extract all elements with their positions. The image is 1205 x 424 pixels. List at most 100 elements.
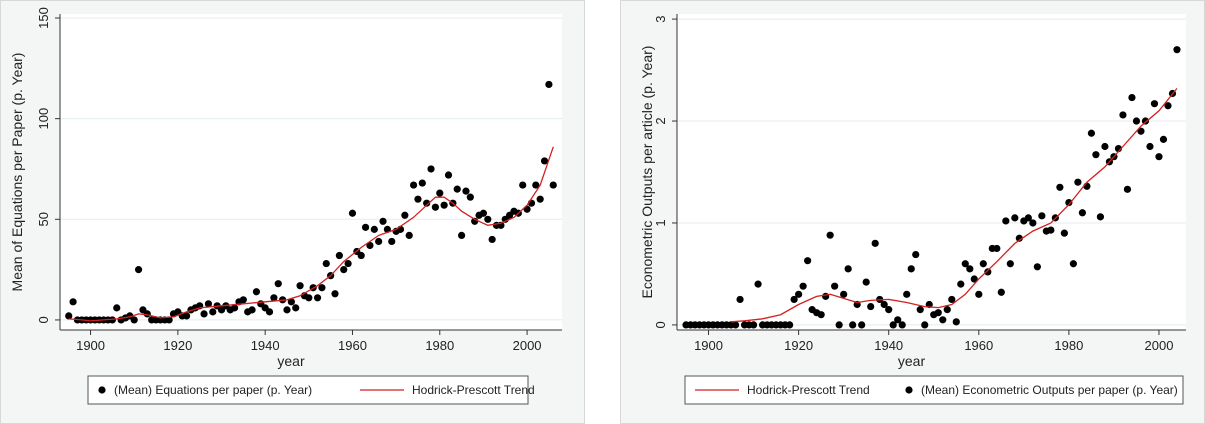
data-point xyxy=(1056,183,1064,191)
data-point xyxy=(375,237,383,246)
data-point xyxy=(1123,185,1132,193)
legend: Hodrick-Prescott Trend (Mean) Econometric… xyxy=(684,375,1184,405)
data-point xyxy=(858,321,866,329)
data-point xyxy=(1047,226,1055,234)
data-point xyxy=(248,306,256,314)
data-point xyxy=(252,288,261,296)
data-point xyxy=(182,312,191,320)
data-point xyxy=(849,321,857,329)
data-point xyxy=(165,316,173,324)
data-point xyxy=(423,199,431,207)
y-tick-label: 0 xyxy=(36,316,51,323)
data-point xyxy=(1146,142,1154,151)
data-point xyxy=(436,189,444,197)
data-point xyxy=(826,231,834,239)
data-point xyxy=(795,290,803,298)
data-point xyxy=(69,298,77,306)
data-point xyxy=(749,321,758,329)
legend-label-trend: Hodrick-Prescott Trend xyxy=(747,383,870,397)
x-tick-label: 2000 xyxy=(513,338,542,353)
data-point xyxy=(296,282,304,290)
plot-area xyxy=(677,14,1186,330)
data-point xyxy=(975,290,983,298)
data-point xyxy=(831,282,839,290)
data-point xyxy=(1159,135,1168,143)
data-point xyxy=(889,321,897,329)
data-point xyxy=(786,321,794,329)
x-tick-label: 1960 xyxy=(964,338,993,353)
data-point xyxy=(1137,127,1145,135)
data-point xyxy=(1078,209,1086,217)
data-point xyxy=(409,181,418,189)
data-point xyxy=(1038,212,1046,220)
chart-panel-1: 0 50 100 150 1900 1920 1940 1960 1980 2000 year Mea… xyxy=(0,0,585,424)
trend-line xyxy=(68,146,554,322)
data-point xyxy=(1029,219,1037,227)
data-point xyxy=(1155,153,1163,161)
data-point xyxy=(948,295,956,304)
data-point xyxy=(1132,117,1141,125)
data-point xyxy=(731,321,740,329)
data-point xyxy=(484,215,492,223)
data-point xyxy=(313,294,322,302)
data-point xyxy=(1015,234,1023,242)
data-point xyxy=(912,250,920,259)
legend: (Mean) Equations per paper (p. Year) Hodr… xyxy=(87,375,535,405)
data-point xyxy=(418,179,426,187)
x-tick-label: 1960 xyxy=(338,338,367,353)
y-axis-title: Econometric Outputs per article (p. Year… xyxy=(639,46,655,299)
data-point xyxy=(348,209,357,217)
data-point xyxy=(754,280,762,288)
legend-label-trend: Hodrick-Prescott Trend xyxy=(412,383,535,397)
x-tick-label: 1900 xyxy=(76,338,105,353)
data-point xyxy=(265,308,274,316)
data-point xyxy=(335,251,343,260)
data-point xyxy=(1060,229,1068,237)
data-point xyxy=(894,316,902,324)
data-point xyxy=(108,316,116,324)
data-point xyxy=(1074,178,1082,186)
data-point xyxy=(287,298,295,306)
data-point xyxy=(984,268,992,276)
trend-line xyxy=(731,87,1178,323)
data-point xyxy=(1096,213,1105,221)
data-point xyxy=(440,201,448,209)
data-point xyxy=(274,280,282,288)
data-point xyxy=(292,304,300,312)
data-point xyxy=(790,295,798,304)
data-point xyxy=(331,290,339,298)
x-tick-label: 2000 xyxy=(1145,338,1174,353)
data-point xyxy=(231,304,239,312)
data-point xyxy=(939,316,947,324)
data-point xyxy=(283,306,291,314)
y-tick-label: 1 xyxy=(653,219,668,226)
data-point xyxy=(1128,93,1136,102)
data-point xyxy=(997,288,1005,296)
data-point xyxy=(903,290,911,298)
data-point xyxy=(1150,100,1159,108)
data-point xyxy=(357,251,365,260)
data-point xyxy=(318,284,326,292)
data-point xyxy=(1092,151,1100,159)
data-point xyxy=(862,278,870,286)
data-point xyxy=(427,165,435,173)
y-tick-label: 0 xyxy=(653,321,668,328)
legend-box xyxy=(87,375,529,405)
x-tick-label: 1940 xyxy=(874,338,903,353)
data-point xyxy=(1006,260,1014,268)
x-tick-label: 1980 xyxy=(425,338,454,353)
legend-label-points: (Mean) Equations per paper (p. Year) xyxy=(114,383,312,397)
data-point xyxy=(961,260,969,268)
x-tick-label: 1920 xyxy=(163,338,192,353)
data-point xyxy=(305,294,313,302)
data-point xyxy=(444,171,453,179)
data-point xyxy=(916,306,924,314)
y-tick-label: 100 xyxy=(36,108,51,130)
data-point xyxy=(1164,102,1172,110)
data-point xyxy=(462,187,470,195)
data-point xyxy=(1101,142,1109,151)
data-point xyxy=(204,300,213,308)
data-point xyxy=(239,296,247,304)
data-point xyxy=(844,265,852,273)
